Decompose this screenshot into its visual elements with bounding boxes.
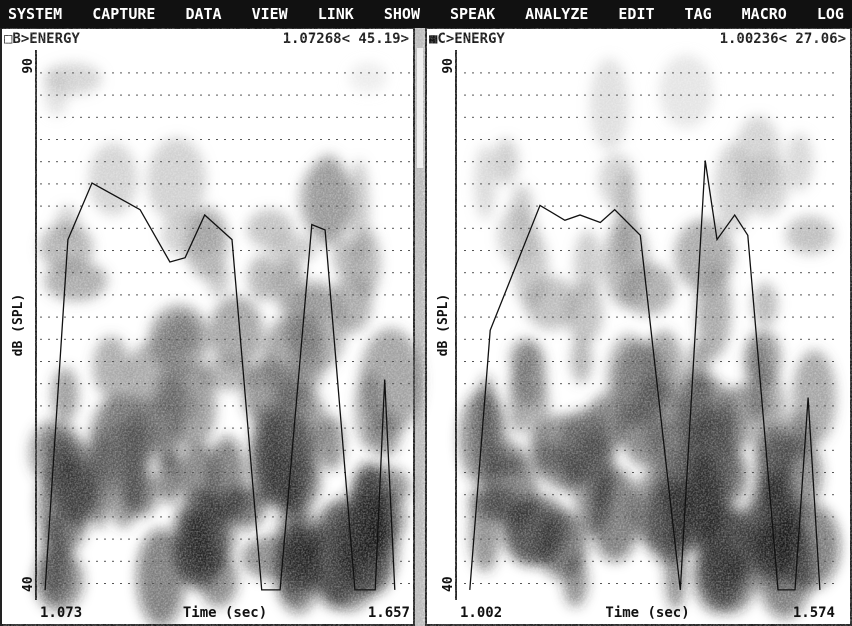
y-tick-label: 90 xyxy=(21,58,36,74)
menu-item[interactable]: ANALYZE xyxy=(525,5,589,23)
panel-frame xyxy=(0,28,415,626)
menu-item[interactable]: SPEAK xyxy=(450,5,496,23)
panel-frame xyxy=(425,28,852,626)
energy-curve xyxy=(469,160,821,591)
panel: □B>ENERGY 1.07268< 45.19> 40 90 dB (SPL) 1.07… xyxy=(0,28,423,626)
energy-curve xyxy=(44,182,396,591)
menu-item[interactable]: LOG xyxy=(816,5,844,23)
menu-item[interactable]: SHOW xyxy=(383,5,420,23)
y-tick-label: 40 xyxy=(441,576,456,592)
y-tick-label: 40 xyxy=(21,576,36,592)
y-axis-label: dB (SPL) xyxy=(436,294,451,357)
grid-pattern xyxy=(460,58,835,592)
screen: □B>ENERGY 1.07268< 45.19> 40 90 dB (SPL) 1.07… xyxy=(0,28,852,626)
menu-item[interactable]: SYSTEM xyxy=(8,5,63,23)
grid-pattern xyxy=(40,58,410,592)
panel-title: □B>ENERGY xyxy=(4,31,80,47)
divider-scrollbar xyxy=(415,28,425,626)
menu-item[interactable]: DATA xyxy=(185,5,222,23)
x-tick-label: 1.574 xyxy=(793,605,835,621)
x-tick-label: 1.657 xyxy=(368,605,410,621)
panel: ■C>ENERGY 1.00236< 27.06> 40 90 dB (SPL) 1.00… xyxy=(425,28,852,626)
panel-title: ■C>ENERGY xyxy=(429,31,505,47)
x-axis-label: Time (sec) xyxy=(183,605,267,621)
menu-item[interactable]: TAG xyxy=(684,5,712,23)
menu-item[interactable]: VIEW xyxy=(251,5,288,23)
x-tick-label: 1.073 xyxy=(40,605,82,621)
menu-item[interactable]: CAPTURE xyxy=(92,5,156,23)
y-axis-label: dB (SPL) xyxy=(11,294,26,357)
cursor-readout: 1.00236< 27.06> xyxy=(720,31,846,47)
x-axis-label: Time (sec) xyxy=(605,605,689,621)
cursor-readout: 1.07268< 45.19> xyxy=(283,31,409,47)
menu-item[interactable]: MACRO xyxy=(741,5,787,23)
x-tick-label: 1.002 xyxy=(460,605,502,621)
scroll-thumb xyxy=(417,48,423,168)
menu-item[interactable]: LINK xyxy=(317,5,354,23)
menu-item[interactable]: EDIT xyxy=(618,5,655,23)
menu-bar: SYSTEM CAPTURE DATA VIEW LINK SHOW SPEAK ANALYZ… xyxy=(0,0,852,28)
y-tick-label: 90 xyxy=(441,58,456,74)
